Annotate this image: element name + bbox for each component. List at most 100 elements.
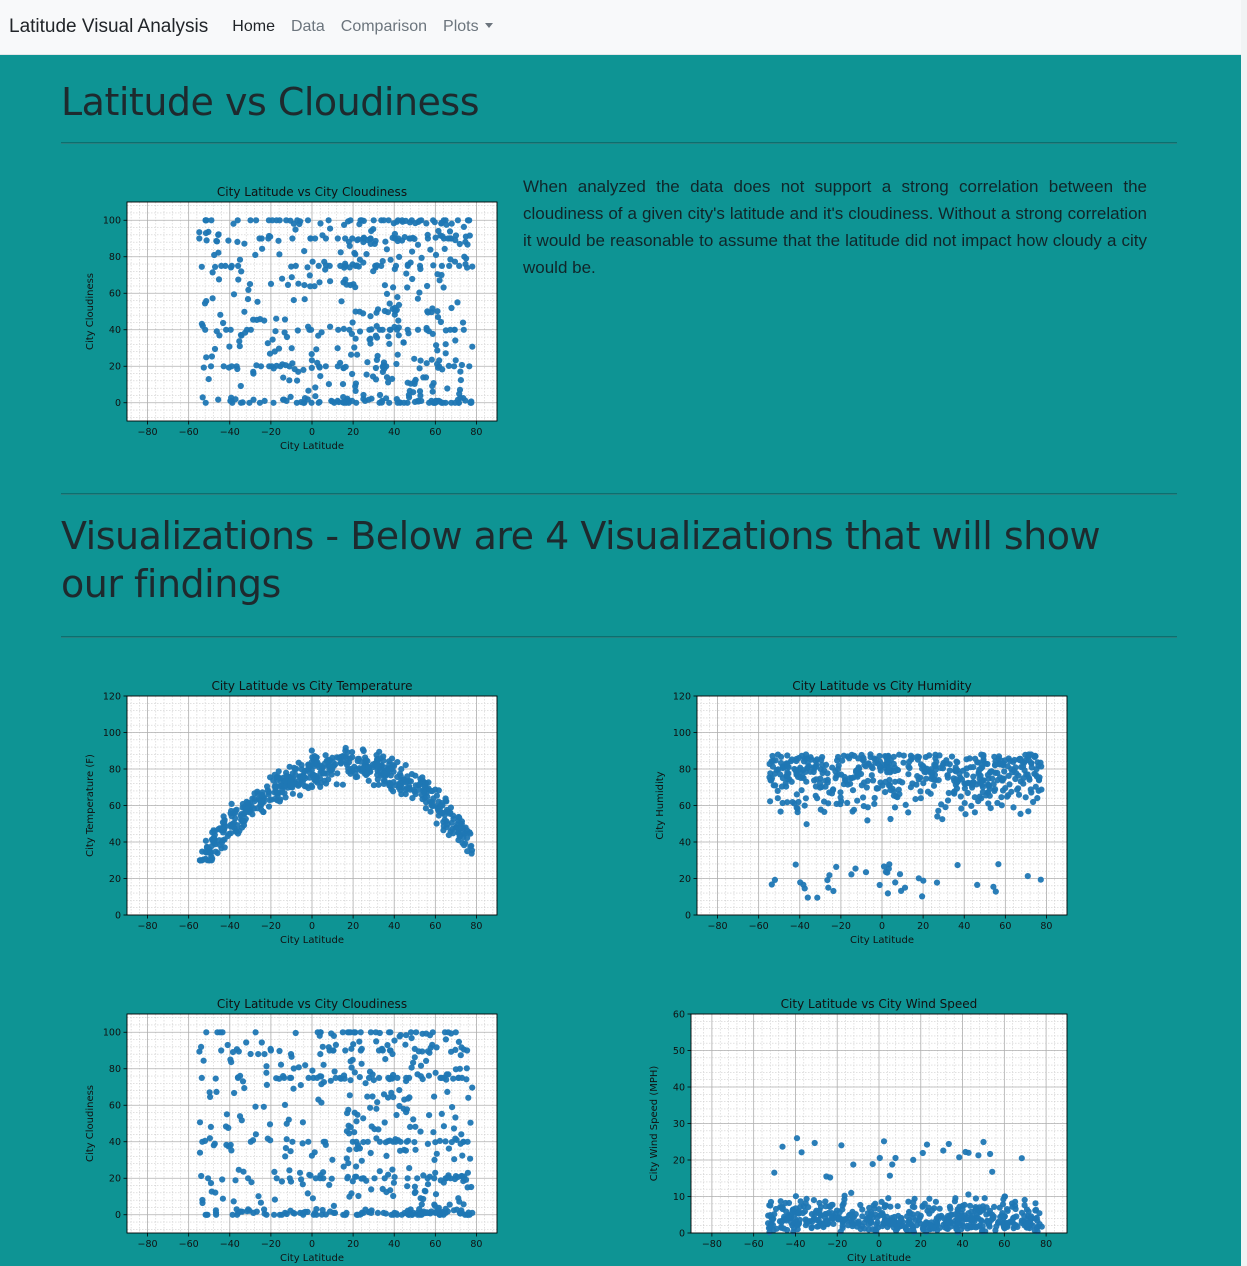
scatter-point [386, 399, 393, 406]
scatter-point [359, 746, 366, 753]
scatter-point [815, 1223, 822, 1230]
scatter-point [228, 262, 235, 269]
scatter-point [830, 1220, 837, 1227]
scatter-point [464, 241, 471, 248]
scatter-point [231, 1089, 238, 1097]
scatter-point [834, 757, 841, 764]
scatter-point [952, 1211, 959, 1218]
scatter-point [251, 795, 258, 802]
scatter-point [294, 327, 301, 334]
scatter-point [234, 238, 241, 245]
scatter-point [999, 787, 1007, 794]
nav-home[interactable]: Home [232, 18, 275, 35]
scatter-point [207, 1180, 215, 1187]
scatter-point [881, 1204, 888, 1211]
scatter-point [306, 769, 313, 776]
scatter-point [348, 351, 355, 358]
scatter-point [219, 1176, 226, 1183]
scatter-point [213, 238, 221, 245]
scatter-point [348, 330, 355, 337]
scatter-point [332, 1041, 339, 1048]
scatter-point [301, 282, 308, 289]
scatter-point [348, 1045, 355, 1052]
scatter-point [455, 1038, 462, 1045]
scatter-point [431, 1156, 438, 1163]
scatter-point [455, 1074, 462, 1081]
scatter-point [410, 389, 417, 396]
scatter-point [282, 1209, 289, 1216]
scatter-point [218, 1047, 225, 1054]
scatter-point [870, 1202, 877, 1209]
scatter-point [989, 1168, 996, 1175]
scatter-point [467, 830, 474, 837]
scatter-point [464, 848, 471, 855]
scatter-point [298, 1176, 305, 1183]
scatter-point [228, 807, 235, 815]
scatter-point [950, 775, 957, 782]
scatter-point [416, 1206, 423, 1213]
scatter-point [411, 1139, 418, 1146]
scatter-point [212, 263, 219, 270]
scatter-point [441, 245, 448, 252]
scatter-point [426, 1112, 433, 1119]
scatter-point [290, 1085, 297, 1092]
scatter-point [428, 309, 435, 316]
scatter-point [367, 335, 374, 342]
scatter-point [302, 1062, 309, 1069]
scatter-point [921, 1200, 928, 1207]
scatter-point [417, 357, 424, 364]
nav-comparison[interactable]: Comparison [340, 18, 428, 35]
scatter-point [380, 780, 387, 787]
scatter-point [958, 776, 965, 783]
scatter-point [364, 1138, 371, 1145]
scatter-point [202, 1211, 209, 1218]
scatter-point [457, 368, 464, 375]
scatter-point [314, 1074, 321, 1081]
scatter-point [340, 1072, 348, 1079]
scatter-point [358, 217, 365, 224]
scrollbar-track[interactable] [1241, 0, 1247, 1266]
scatter-point [335, 754, 342, 761]
scatter-point [449, 825, 456, 832]
scatter-point [374, 771, 381, 778]
nav-data[interactable]: Data [290, 18, 325, 35]
scatter-point [395, 317, 402, 324]
scatter-point [376, 1029, 383, 1037]
scatter-point [880, 1219, 887, 1226]
y-tick-label: 20 [109, 1174, 121, 1185]
scatter-point [223, 326, 230, 333]
scatter-point [864, 817, 871, 824]
scatter-point [948, 753, 956, 760]
navbar-brand[interactable]: Latitude Visual Analysis [9, 16, 209, 37]
scatter-point [990, 883, 997, 890]
scatter-point [371, 1175, 378, 1182]
scatter-point [915, 776, 922, 783]
scatter-point [385, 379, 392, 386]
scatter-point [317, 1051, 324, 1058]
x-tick-label: 20 [347, 921, 359, 932]
nav-plots-dropdown[interactable]: Plots [443, 18, 493, 36]
scatter-point [230, 291, 238, 298]
scatter-point [390, 284, 397, 291]
scatter-point [318, 1081, 325, 1088]
scatter-point [394, 326, 401, 333]
scatter-point [395, 301, 403, 308]
scatter-point [890, 760, 897, 767]
scatter-point [435, 808, 442, 815]
x-tick-label: −60 [744, 1239, 764, 1250]
scatter-point [891, 767, 898, 775]
scatter-point [849, 787, 857, 794]
scatter-point [857, 1201, 864, 1209]
scatter-point [862, 869, 870, 876]
scatter-point [264, 783, 271, 790]
scatter-point [846, 1212, 853, 1219]
scatter-point [203, 843, 211, 850]
scatter-point [256, 399, 263, 406]
scatter-point [398, 766, 405, 773]
scatter-point [444, 1088, 451, 1095]
scatter-point [253, 1208, 260, 1215]
scatter-point [840, 752, 847, 759]
scatter-point [913, 781, 920, 788]
scatter-point [448, 304, 455, 312]
scatter-point [772, 1205, 780, 1213]
